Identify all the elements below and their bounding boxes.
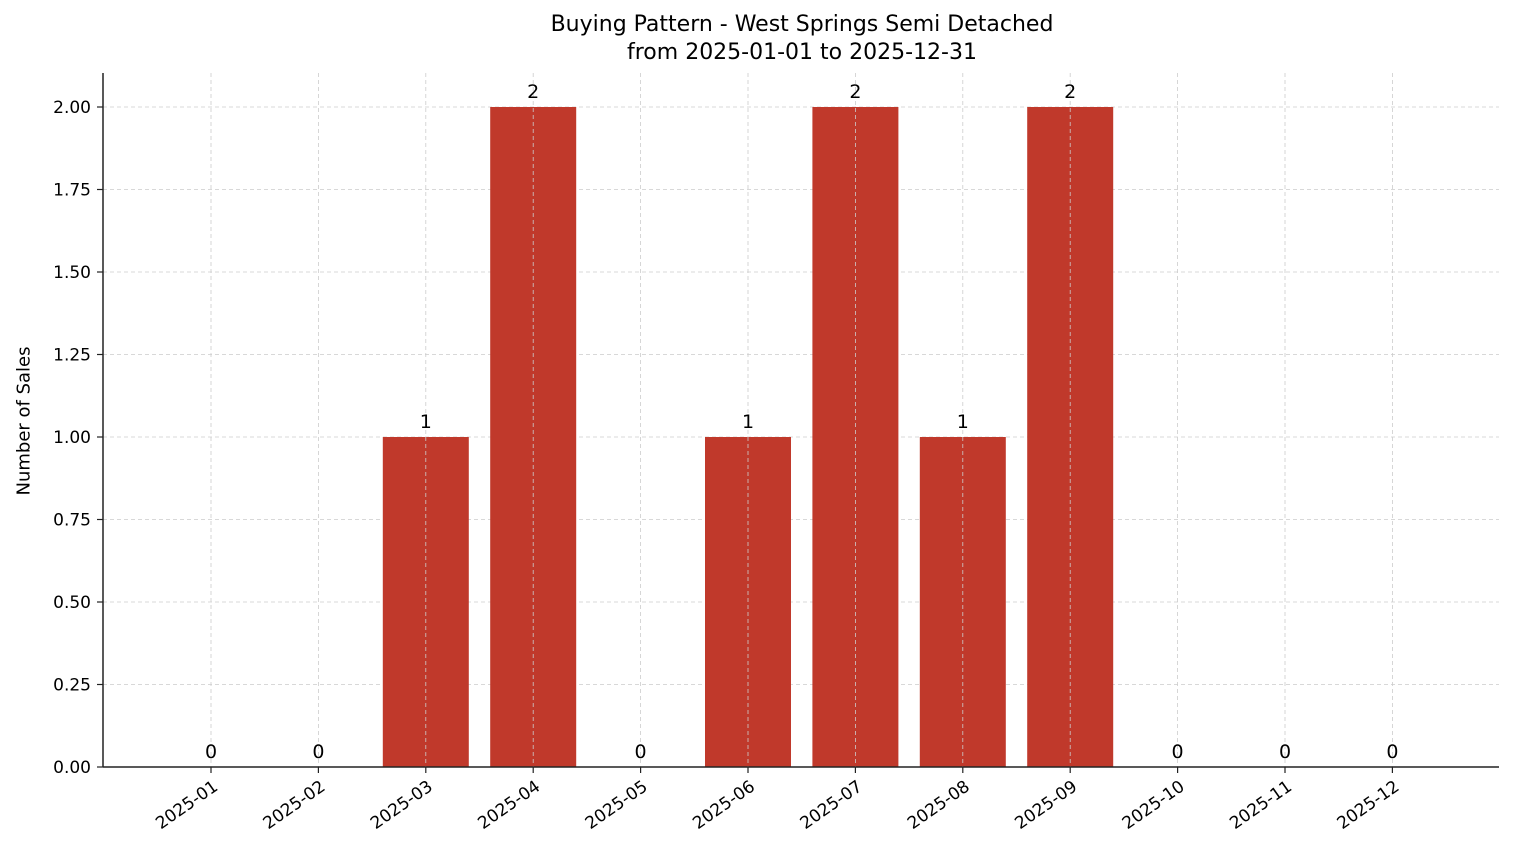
- data-label: 2: [849, 81, 861, 103]
- data-label: 1: [957, 411, 969, 433]
- gridlines: [103, 106, 1499, 768]
- y-tick-label: 1.50: [53, 263, 91, 283]
- y-tick-label: 1.00: [53, 428, 91, 448]
- x-tick-label: 2025-06: [689, 777, 759, 834]
- chart-subtitle: from 2025-01-01 to 2025-12-31: [627, 40, 977, 65]
- y-tick-label: 2.00: [53, 98, 91, 118]
- y-tick-label: 0.75: [53, 511, 91, 531]
- x-tick-label: 2025-09: [1011, 777, 1081, 834]
- x-tick-label: 2025-11: [1226, 777, 1296, 834]
- x-tick-label: 2025-01: [152, 777, 222, 834]
- y-tick-label: 0.25: [53, 676, 91, 696]
- x-tick-label: 2025-04: [474, 777, 544, 834]
- chart-title: Buying Pattern - West Springs Semi Detac…: [550, 12, 1054, 37]
- x-tick-label: 2025-05: [582, 777, 652, 834]
- data-label: 2: [527, 81, 539, 103]
- y-tick-label: 0.50: [53, 593, 91, 613]
- x-tick-label: 2025-12: [1334, 777, 1404, 834]
- x-tick-label: 2025-10: [1119, 777, 1189, 834]
- x-tick-label: 2025-07: [797, 777, 867, 834]
- vertical-gridlines: [210, 73, 1393, 767]
- data-label: 2: [1064, 81, 1076, 103]
- data-label: 0: [1172, 741, 1184, 763]
- x-tick-label: 2025-03: [367, 777, 437, 834]
- y-tick-label: 1.75: [53, 181, 91, 201]
- data-label: 1: [420, 411, 432, 433]
- y-tick-label: 1.25: [53, 346, 91, 366]
- data-label: 0: [1386, 741, 1398, 763]
- data-label: 0: [635, 741, 647, 763]
- data-label: 1: [742, 411, 754, 433]
- x-tick-label: 2025-08: [904, 777, 974, 834]
- data-label: 0: [1279, 741, 1291, 763]
- x-tick-label: 2025-02: [260, 777, 330, 834]
- y-tick-label: 0.00: [53, 758, 91, 778]
- data-label: 0: [205, 741, 217, 763]
- data-label: 0: [312, 741, 324, 763]
- data-labels: 0 0 1 2 0 1 2 1 2 0 0 0: [205, 81, 1398, 763]
